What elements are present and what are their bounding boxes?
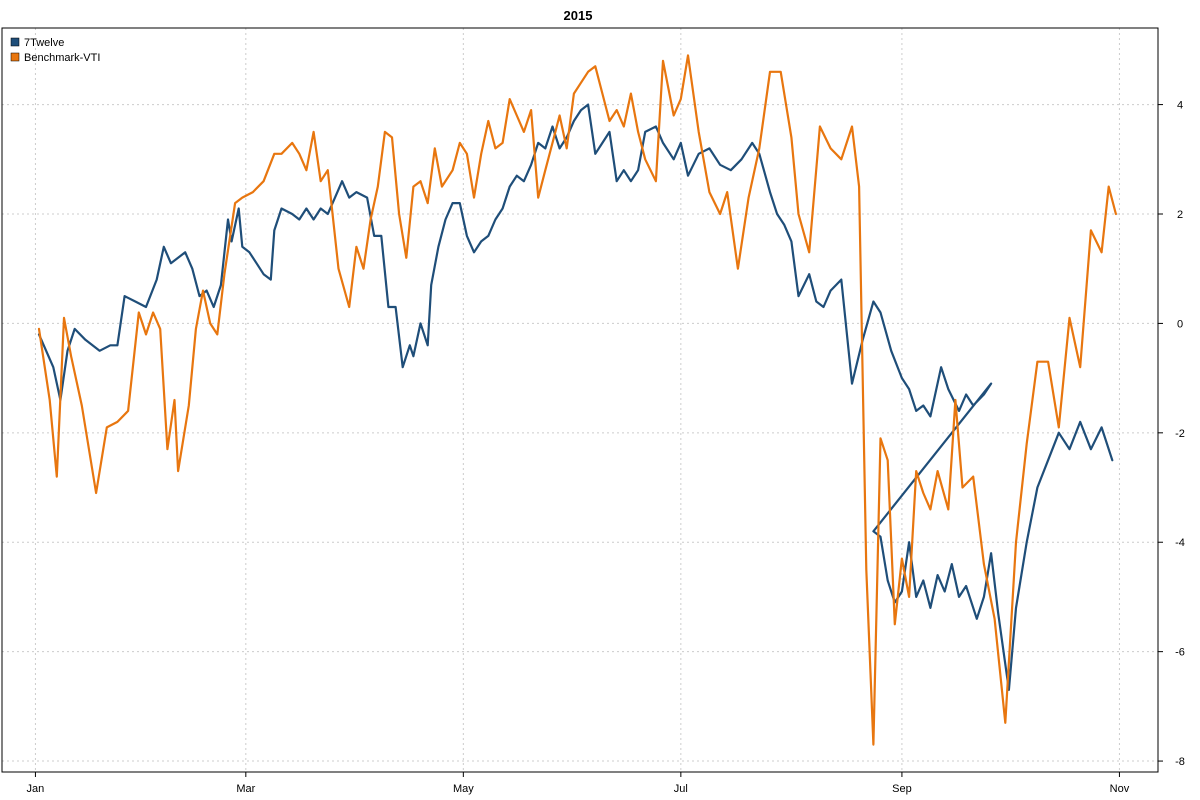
legend-label-benchmark: Benchmark-VTI xyxy=(24,52,100,64)
y-tick-label: -4 xyxy=(1175,537,1185,549)
x-tick-label: Sep xyxy=(892,783,912,795)
legend: 7Twelve Benchmark-VTI xyxy=(10,37,100,64)
legend-swatch-7twelve xyxy=(10,37,20,47)
x-tick-label: Mar xyxy=(236,783,255,795)
series-line-benchmark-vti xyxy=(37,54,1117,746)
plot-frame xyxy=(1,27,1159,773)
legend-swatch-benchmark xyxy=(10,52,20,62)
grid xyxy=(2,28,1158,772)
y-tick-label: -2 xyxy=(1175,428,1185,440)
x-axis: Jan Mar May Jul Sep Nov xyxy=(27,772,1130,795)
x-tick-label: Nov xyxy=(1110,783,1130,795)
legend-label-7twelve: 7Twelve xyxy=(24,37,64,49)
y-tick-label: 0 xyxy=(1177,318,1183,330)
y-tick-label: 4 xyxy=(1177,100,1183,112)
x-tick-label: Jan xyxy=(27,783,45,795)
series-line-7twelve xyxy=(37,103,1114,691)
x-tick-label: Jul xyxy=(674,783,688,795)
y-tick-label: -6 xyxy=(1175,647,1185,659)
x-tick-label: May xyxy=(453,783,474,795)
chart-title: 2015 xyxy=(564,8,593,23)
series-lines xyxy=(37,54,1117,746)
y-axis: 4 2 0 -2 -4 -6 -8 xyxy=(1158,100,1185,768)
y-tick-label: -8 xyxy=(1175,756,1185,768)
y-tick-label: 2 xyxy=(1177,209,1183,221)
